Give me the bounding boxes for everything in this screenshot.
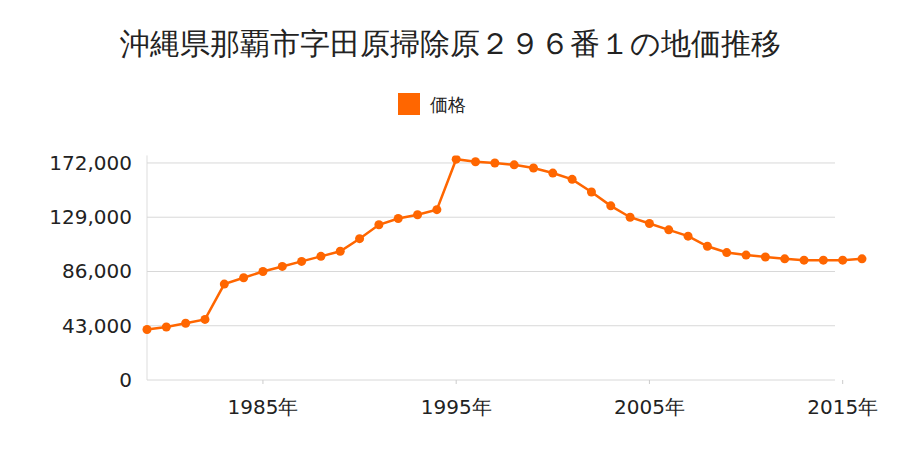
point bbox=[297, 257, 306, 266]
x-tick bbox=[456, 380, 457, 384]
x-tick-label: 2015年 bbox=[807, 395, 878, 419]
point bbox=[548, 169, 557, 178]
x-tick bbox=[842, 380, 843, 384]
grid-line bbox=[147, 325, 835, 326]
point bbox=[761, 252, 770, 261]
plot-area bbox=[143, 155, 867, 334]
point bbox=[722, 248, 731, 257]
title: 沖縄県那覇市字田原掃除原２９６番１の地価推移 bbox=[120, 26, 781, 61]
x-tick-label: 1995年 bbox=[421, 395, 492, 419]
point bbox=[374, 220, 383, 229]
point bbox=[703, 242, 712, 251]
point bbox=[800, 256, 809, 265]
x-tick-label: 2005年 bbox=[614, 395, 685, 419]
point bbox=[819, 256, 828, 265]
point bbox=[162, 323, 171, 332]
y-tick-label: 129,000 bbox=[49, 205, 132, 229]
point bbox=[780, 254, 789, 263]
point bbox=[336, 247, 345, 256]
y-axis-line bbox=[147, 155, 148, 380]
grid-line bbox=[147, 380, 835, 381]
point bbox=[626, 213, 635, 222]
x-tick bbox=[649, 380, 650, 384]
point bbox=[355, 234, 364, 243]
grid-line bbox=[147, 271, 835, 272]
point bbox=[316, 252, 325, 261]
point bbox=[181, 319, 190, 328]
point bbox=[220, 280, 229, 289]
y-tick-label: 43,000 bbox=[62, 314, 132, 338]
point bbox=[529, 164, 538, 173]
point bbox=[490, 158, 499, 167]
point bbox=[664, 225, 673, 234]
grid-line bbox=[147, 217, 835, 218]
point bbox=[645, 219, 654, 228]
point bbox=[587, 187, 596, 196]
point bbox=[278, 262, 287, 271]
point bbox=[200, 315, 209, 324]
point bbox=[394, 214, 403, 223]
line bbox=[147, 159, 862, 329]
point bbox=[684, 232, 693, 241]
point bbox=[510, 160, 519, 169]
chart: 沖縄県那覇市字田原掃除原２９６番１の地価推移価格 0 43,000 86,000 129… bbox=[0, 0, 900, 450]
x-tick bbox=[262, 380, 263, 384]
point bbox=[606, 201, 615, 210]
point bbox=[432, 205, 441, 214]
y-tick-label: 172,000 bbox=[49, 151, 132, 175]
point bbox=[742, 251, 751, 260]
point bbox=[413, 210, 422, 219]
point bbox=[143, 325, 152, 334]
point bbox=[258, 267, 267, 276]
x-tick-label: 1985年 bbox=[227, 395, 298, 419]
point bbox=[239, 273, 248, 282]
point bbox=[452, 155, 461, 163]
y-tick-label: 0 bbox=[119, 368, 132, 392]
point bbox=[858, 254, 867, 263]
legend-label: 価格 bbox=[430, 94, 466, 115]
y-tick-label: 86,000 bbox=[62, 259, 132, 283]
point bbox=[568, 175, 577, 184]
legend-swatch bbox=[398, 93, 420, 115]
point bbox=[471, 157, 480, 166]
point bbox=[838, 256, 847, 265]
